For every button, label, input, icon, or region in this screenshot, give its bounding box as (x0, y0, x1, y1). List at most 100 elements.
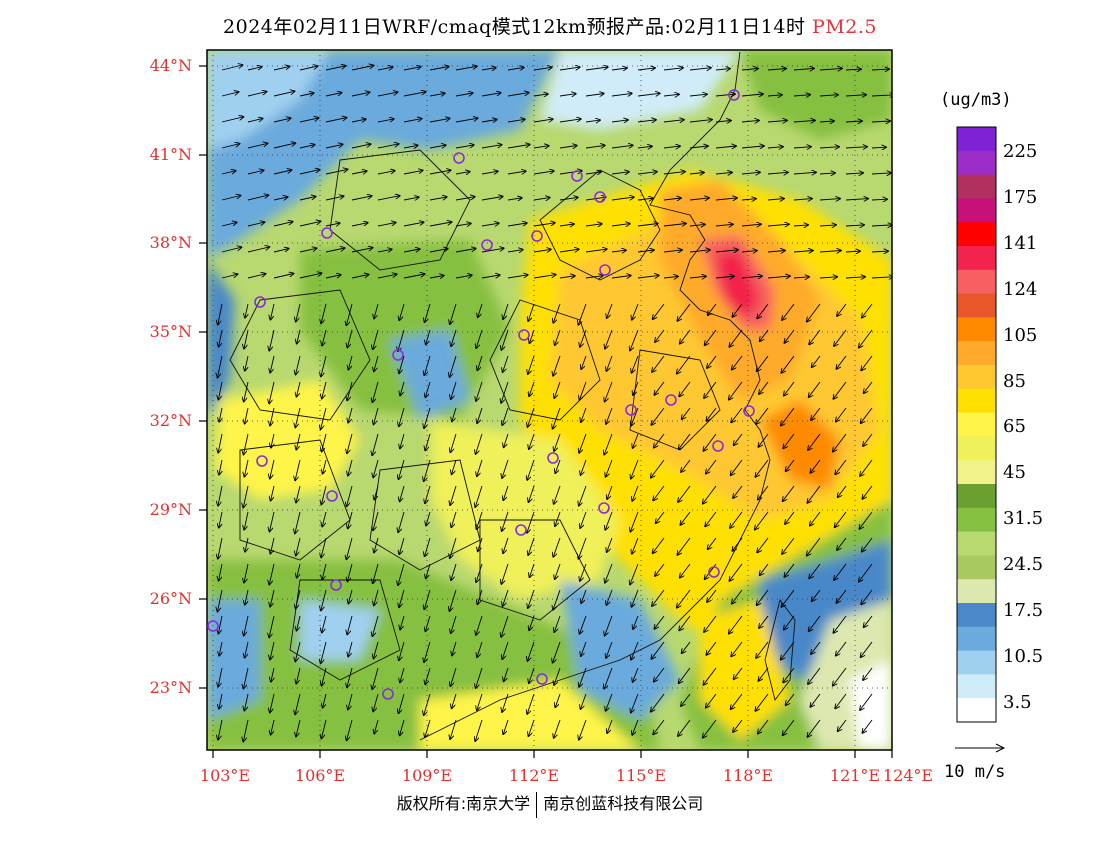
legend-swatch (957, 174, 996, 199)
wind-arrow (429, 145, 446, 148)
wind-arrow (351, 275, 369, 279)
wind-arrow (678, 485, 691, 502)
wind-arrow (631, 459, 639, 479)
wind-arrow (783, 719, 795, 735)
wind-arrow (507, 171, 526, 174)
wind-arrow (424, 407, 431, 428)
wind-arrow (399, 355, 405, 373)
wind-arrow (502, 511, 509, 531)
wind-arrow (374, 537, 379, 553)
wind-arrow (581, 641, 587, 656)
wind-arrow (651, 459, 665, 478)
legend-label: 124 (1003, 279, 1038, 300)
wind-arrow (652, 355, 665, 372)
legend-swatch (957, 579, 996, 604)
lat-label-26: 26°N (149, 589, 192, 608)
wind-arrow (481, 93, 501, 97)
lon-label-103: 103°E (199, 766, 251, 785)
lon-label-106: 106°E (294, 766, 346, 785)
wind-arrow (715, 172, 732, 174)
wind-arrow (429, 276, 444, 279)
wind-arrow (741, 146, 764, 148)
wind-arrow (425, 485, 431, 503)
wind-arrow (838, 719, 847, 731)
wind-arrow (429, 197, 447, 201)
wind-arrow (348, 693, 353, 710)
wind-arrow (372, 615, 379, 636)
wind-arrow (221, 222, 237, 227)
wind-arrow (611, 93, 632, 96)
wind-arrow (247, 170, 264, 175)
wind-arrow (689, 146, 708, 148)
legend-swatch (957, 603, 996, 628)
wind-arrow (793, 225, 808, 226)
wind-arrow (271, 667, 274, 682)
wind-arrow (528, 537, 535, 555)
wind-arrow (481, 197, 503, 201)
wind-arrow (793, 147, 811, 148)
wind-arrow (689, 224, 705, 226)
wind-arrow (373, 563, 379, 583)
wind-arrow (322, 381, 327, 399)
wind-arrow (475, 485, 483, 507)
wind-arrow (377, 223, 396, 227)
wind-arrow (678, 719, 691, 736)
legend-swatch (957, 341, 996, 366)
wind-arrow (784, 563, 795, 577)
wind-arrow (606, 589, 613, 605)
legend-frame (956, 126, 997, 723)
wind-arrow (247, 274, 266, 279)
wind-arrow (732, 303, 743, 317)
wind-arrow (860, 693, 873, 710)
lon-label-115: 115°E (615, 766, 667, 785)
wind-arrow (501, 329, 509, 350)
wind-arrow (845, 173, 863, 174)
wind-arrow (555, 459, 561, 473)
wind-arrow (245, 303, 248, 318)
wind-arrow (689, 276, 706, 278)
wind-arrow (859, 511, 873, 529)
wind-arrow (715, 198, 737, 200)
wind-arrow (269, 615, 275, 637)
wind-arrow (502, 693, 509, 712)
wind-arrow (611, 276, 631, 279)
wind-arrow (450, 303, 457, 324)
wind-arrow (689, 173, 704, 175)
wind-arrow (296, 485, 301, 503)
wind-arrow (862, 485, 873, 499)
wind-arrow (681, 459, 691, 472)
wind-arrow (637, 146, 652, 148)
wind-arrow (793, 172, 816, 174)
legend-swatch (957, 365, 996, 390)
wind-arrow (323, 693, 327, 708)
legend-swatch (957, 198, 996, 223)
wind-arrow (554, 719, 561, 738)
wind-arrow (845, 225, 864, 226)
wind-arrow (322, 433, 327, 452)
wind-arrow (758, 667, 769, 681)
wind-arrow (654, 667, 665, 682)
wind-arrow (819, 95, 838, 96)
wind-arrow (400, 381, 405, 396)
wind-arrow (871, 69, 889, 70)
legend-swatch (957, 484, 996, 509)
wind-arrow (680, 511, 691, 525)
wind-arrow (845, 147, 867, 148)
wind-arrow (732, 355, 743, 370)
wind-arrow (579, 433, 587, 453)
title-pollutant: PM2.5 (812, 16, 877, 38)
wind-arrow (477, 355, 483, 370)
wind-arrow (347, 667, 353, 687)
wind-arrow (580, 381, 587, 400)
wind-arrow (663, 146, 680, 148)
wind-arrow (578, 303, 587, 325)
wind-arrow (733, 485, 743, 498)
wind-arrow (503, 589, 509, 606)
wind-arrow (809, 615, 821, 631)
wind-arrow (221, 274, 238, 279)
wind-arrow (321, 485, 327, 504)
wind-arrow (819, 199, 840, 200)
wind-arrow (734, 433, 743, 445)
wind-arrow (585, 172, 601, 174)
wind-arrow (715, 250, 738, 252)
